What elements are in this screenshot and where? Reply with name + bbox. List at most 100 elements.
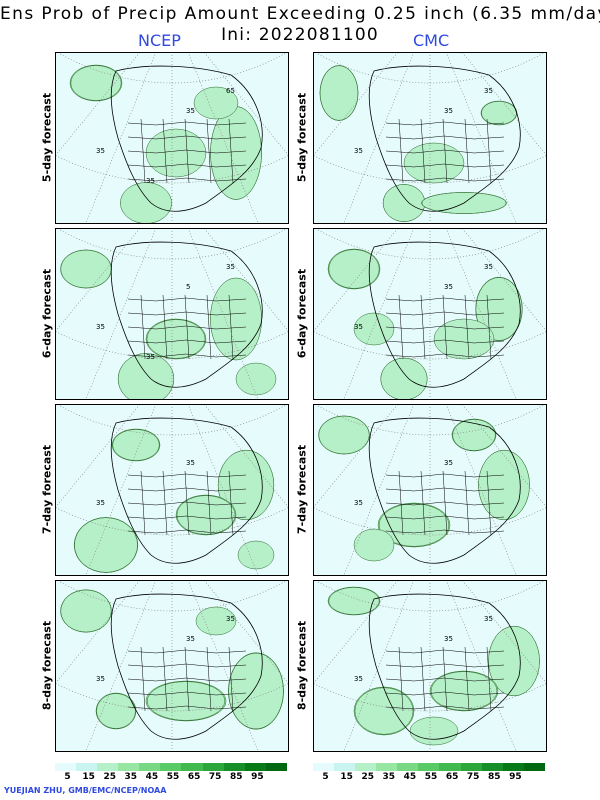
colorbar-tick-label: 65 (187, 772, 201, 782)
probability-contour (195, 606, 237, 636)
state-boundary (398, 294, 404, 360)
longitude-line (314, 229, 398, 332)
contour-label: 35 (96, 675, 105, 683)
state-boundary (486, 118, 492, 184)
latitude-line (56, 507, 288, 536)
contour-label: 35 (96, 147, 105, 155)
contour-label: 35 (96, 499, 105, 507)
coastline (110, 65, 263, 212)
colorbar-tick-label: 55 (166, 772, 180, 782)
latitude-line (56, 155, 288, 184)
row-label-8day-right: 8-day forecast (295, 620, 309, 711)
precip-probability-map: 35 35 35 (314, 581, 546, 751)
state-boundary (140, 646, 146, 712)
contour-label: 35 (484, 263, 493, 271)
probability-contour (228, 652, 284, 730)
state-boundary (206, 470, 212, 536)
contour-label: 35 (444, 635, 453, 643)
map-panel-cmc-7day: 35 35 (313, 404, 547, 576)
coastline (110, 241, 263, 388)
colorbar-swatch (139, 763, 161, 771)
longitude-line (314, 405, 398, 508)
latitude-line (314, 683, 546, 712)
contour-label: 35 (444, 459, 453, 467)
contour-label: 35 (226, 263, 235, 271)
contour-label: 35 (146, 353, 155, 361)
state-boundary (206, 294, 212, 360)
state-boundary (442, 646, 448, 712)
state-boundary (385, 515, 505, 520)
colorbar-swatch (397, 763, 419, 771)
probability-contour (319, 65, 359, 121)
latitude-line (56, 331, 288, 360)
map-panel-cmc-8day: 35 35 35 (313, 580, 547, 752)
state-boundary (385, 529, 505, 534)
state-boundary (162, 294, 168, 360)
colorbar-swatch (502, 763, 524, 771)
probability-contour (147, 681, 225, 721)
state-boundary (398, 470, 404, 536)
chart-title: Ens Prob of Precip Amount Exceeding 0.25… (0, 4, 600, 24)
probability-contour (433, 318, 495, 360)
colorbar-swatch (481, 763, 503, 771)
state-boundary (140, 118, 146, 184)
latitude-line (314, 155, 546, 184)
row-label-7day: 7-day forecast (40, 444, 54, 535)
colorbar-swatch (223, 763, 245, 771)
state-boundary (127, 177, 247, 182)
probability-contour (378, 503, 450, 547)
probability-contour (176, 495, 236, 535)
contour-label: 35 (484, 87, 493, 95)
contour-label: 35 (354, 499, 363, 507)
state-boundary (385, 149, 505, 154)
state-boundary (162, 118, 168, 184)
colorbar-tick-label: 25 (361, 772, 374, 782)
row-label-5day: 5-day forecast (40, 92, 54, 183)
longitude-line (204, 229, 288, 332)
map-panel-ncep-7day: 35 35 (55, 404, 289, 576)
state-boundary (127, 473, 247, 478)
state-boundary (464, 294, 470, 360)
probability-contour (235, 362, 277, 396)
longitude-line (56, 229, 140, 332)
probability-contour (452, 419, 496, 451)
state-boundary (127, 121, 247, 126)
state-boundary (385, 325, 505, 330)
colorbar-cmc (313, 763, 545, 771)
state-boundary (486, 470, 492, 536)
colorbar-ncep (55, 763, 287, 771)
colorbar-tick-label: 85 (230, 772, 243, 782)
coastline (110, 593, 263, 740)
model-label-cmc: CMC (413, 31, 450, 50)
state-boundary (162, 470, 168, 536)
colorbar-tick-label: 65 (445, 772, 459, 782)
colorbar-tick-label: 5 (64, 772, 71, 782)
colorbar-swatch (355, 763, 377, 771)
state-boundary (228, 646, 234, 712)
colorbar-tick-label: 15 (340, 772, 353, 782)
longitude-line (56, 581, 140, 684)
contour-label: 35 (484, 615, 493, 623)
state-boundary (486, 646, 492, 712)
colorbar-swatch (418, 763, 440, 771)
colorbar-tick-label: 85 (488, 772, 501, 782)
state-boundary (140, 470, 146, 536)
state-boundary (184, 646, 190, 712)
contour-label: 35 (186, 459, 195, 467)
state-boundary (385, 473, 505, 478)
state-boundary (385, 177, 505, 182)
state-boundary (206, 118, 212, 184)
colorbar-swatch (313, 763, 335, 771)
state-boundary (385, 501, 505, 506)
state-boundary (127, 515, 247, 520)
coastline (110, 417, 263, 564)
state-boundary (385, 121, 505, 126)
colorbar-swatch (376, 763, 398, 771)
state-boundary (127, 353, 247, 358)
probability-contour (328, 587, 380, 615)
state-boundary (486, 294, 492, 360)
colorbar-swatch (202, 763, 224, 771)
map-panel-ncep-5day: 35 35 65 35 (55, 52, 289, 224)
state-boundary (140, 294, 146, 360)
latitude-line (56, 683, 288, 712)
